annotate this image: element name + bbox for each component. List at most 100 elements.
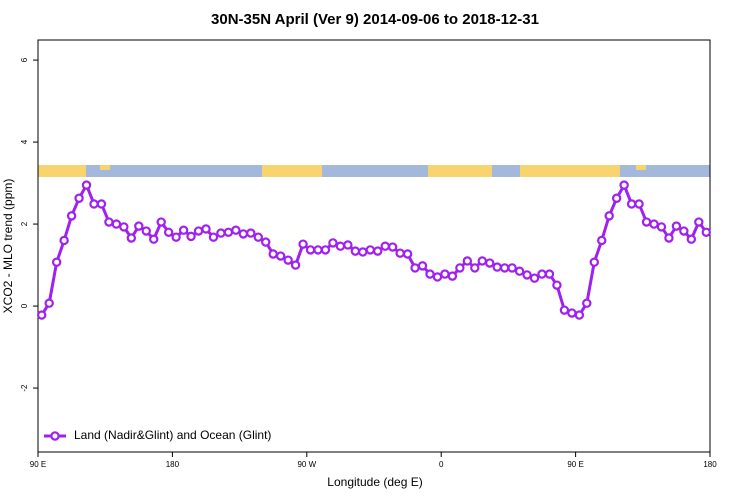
data-point <box>649 219 659 229</box>
data-point <box>611 193 622 203</box>
data-point <box>514 266 525 276</box>
data-point <box>492 262 502 272</box>
data-point <box>619 180 629 190</box>
data-point <box>387 242 398 252</box>
data-point <box>701 227 711 237</box>
land-band <box>262 165 322 177</box>
data-point <box>604 211 614 221</box>
data-point <box>597 235 607 246</box>
data-point <box>686 234 697 244</box>
data-point <box>425 269 435 279</box>
data-point <box>485 258 495 268</box>
data-point <box>178 225 189 235</box>
data-point <box>664 233 674 243</box>
data-point <box>522 270 532 280</box>
data-point <box>552 280 562 290</box>
land-band <box>38 165 86 177</box>
data-point <box>582 298 592 308</box>
data-point <box>537 269 547 279</box>
data-point <box>253 232 263 242</box>
data-point <box>641 217 652 227</box>
data-point <box>499 263 510 273</box>
x-axis-label: Longitude (deg E) <box>327 475 422 489</box>
data-point <box>343 240 353 250</box>
data-point <box>313 245 323 255</box>
data-point <box>208 232 219 242</box>
y-tick-label: 4 <box>20 139 29 144</box>
data-point <box>529 273 540 283</box>
data-point <box>81 180 92 190</box>
data-point <box>365 245 375 255</box>
chart-title: 30N-35N April (Ver 9) 2014-09-06 to 2018… <box>211 11 539 28</box>
data-point <box>455 263 465 273</box>
data-point <box>544 269 555 279</box>
data-point <box>149 234 159 244</box>
x-tick-label: 180 <box>703 460 717 469</box>
data-point <box>328 238 338 248</box>
land-band <box>100 165 110 170</box>
data-point <box>171 232 181 242</box>
data-point <box>238 229 249 239</box>
data-point <box>126 233 137 243</box>
data-point <box>246 228 256 238</box>
data-point <box>402 249 413 259</box>
data-point <box>634 199 644 209</box>
plot-frame <box>37 39 711 453</box>
data-point <box>261 237 271 247</box>
data-point <box>119 222 129 232</box>
data-point <box>656 222 667 232</box>
data-point <box>37 310 47 320</box>
land-ocean-strip <box>38 165 710 177</box>
data-point <box>111 219 122 229</box>
y-tick-label: 0 <box>20 303 29 308</box>
data-point <box>440 269 450 279</box>
x-tick-label: 90 W <box>297 460 316 469</box>
data-point <box>671 221 682 231</box>
data-point <box>395 248 405 258</box>
data-point <box>163 227 174 237</box>
data-point <box>432 272 443 282</box>
data-point <box>51 257 62 267</box>
data-point <box>373 246 383 256</box>
data-point <box>470 263 480 273</box>
data-point <box>201 224 211 234</box>
data-point <box>477 256 487 266</box>
y-tick-label: 6 <box>20 57 29 62</box>
data-point <box>290 260 301 270</box>
data-point <box>559 305 570 315</box>
data-point <box>268 249 278 259</box>
y-tick-label: -2 <box>20 384 29 392</box>
data-point <box>96 199 107 209</box>
data-point <box>156 217 166 227</box>
data-point <box>193 226 204 236</box>
data-point <box>380 241 390 251</box>
x-tick-label: 90 E <box>30 460 46 469</box>
legend-item: Land (Nadir&Glint) and Ocean (Glint) <box>44 428 271 442</box>
x-tick-label: 180 <box>166 460 180 469</box>
land-band <box>636 165 646 170</box>
land-band <box>428 165 492 177</box>
data-point <box>320 245 331 255</box>
data-point <box>589 257 599 267</box>
data-point <box>335 241 346 251</box>
land-band <box>520 165 620 177</box>
data-point <box>141 226 151 236</box>
y-axis-label: XCO2 - MLO trend (ppm) <box>1 179 15 314</box>
data-point <box>216 228 226 238</box>
data-point <box>694 217 704 227</box>
x-tick-label: 0 <box>439 460 444 469</box>
data-point <box>231 225 241 235</box>
data-point <box>358 247 368 257</box>
data-point <box>89 199 99 209</box>
data-point <box>507 263 517 273</box>
data-point <box>59 235 69 246</box>
data-point <box>74 193 84 203</box>
data-point <box>134 221 144 231</box>
data-point <box>447 271 458 281</box>
data-point <box>283 255 293 265</box>
data-point <box>223 227 234 237</box>
data-point <box>567 308 577 318</box>
y-tick-label: 2 <box>20 221 29 226</box>
